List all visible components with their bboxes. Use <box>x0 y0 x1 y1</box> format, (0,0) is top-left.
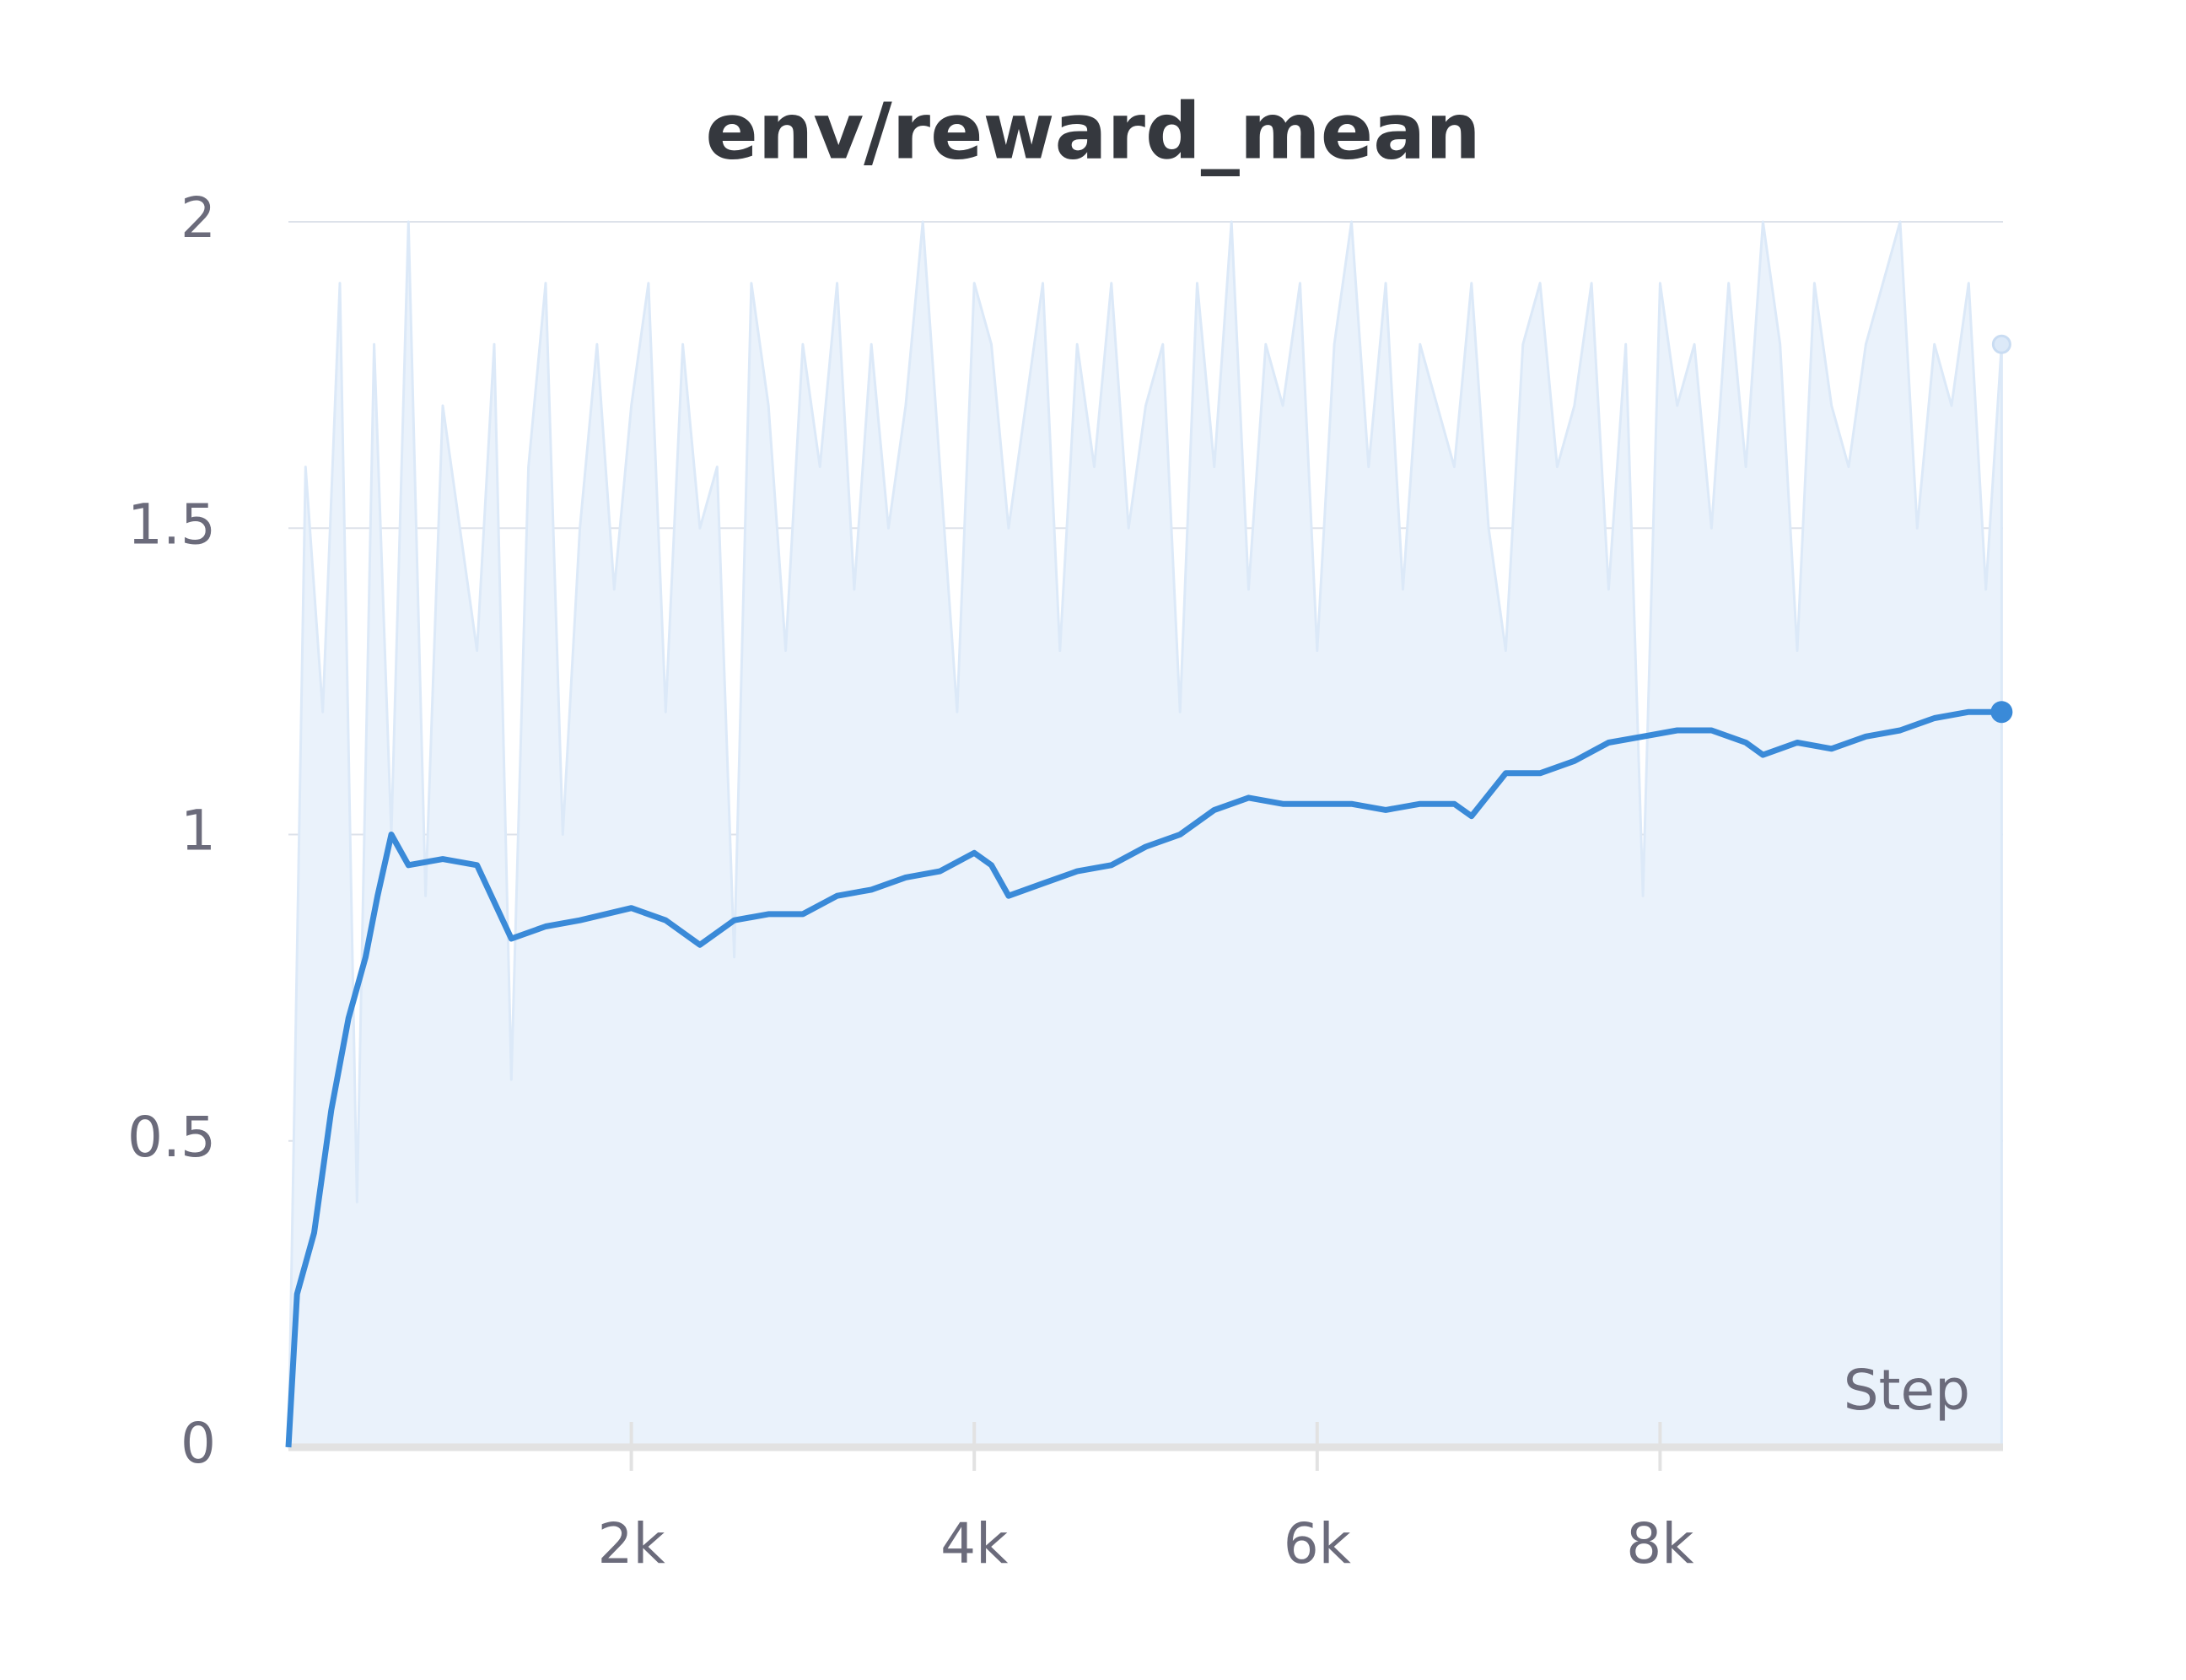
smoothed-line <box>285 708 2002 1448</box>
smoothed-end-point <box>1990 701 2013 724</box>
raw-line <box>287 220 2003 1449</box>
chart-title: env/reward_mean <box>705 86 1480 176</box>
x-tick-label: 2k <box>597 1511 665 1576</box>
x-tick-label: 4k <box>940 1511 1009 1576</box>
y-tick-label: 2 <box>180 186 216 250</box>
y-tick-label: 0.5 <box>127 1105 216 1170</box>
y-tick-label: 0 <box>180 1411 216 1476</box>
y-tick-label: 1 <box>180 799 216 864</box>
x-tick-label: 6k <box>1284 1511 1352 1576</box>
raw-end-point <box>1991 334 2011 354</box>
x-tick-label: 8k <box>1626 1511 1694 1576</box>
x-axis-label: Step <box>1844 1358 1970 1423</box>
y-tick-label: 1.5 <box>127 492 216 557</box>
